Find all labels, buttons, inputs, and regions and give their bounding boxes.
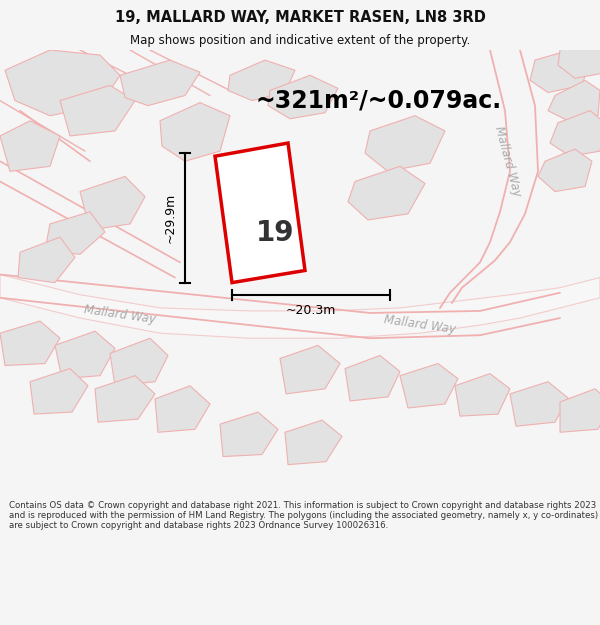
Text: Mallard Way: Mallard Way (383, 314, 457, 337)
Polygon shape (18, 237, 75, 282)
Text: Map shows position and indicative extent of the property.: Map shows position and indicative extent… (130, 34, 470, 47)
Polygon shape (0, 274, 600, 338)
Polygon shape (285, 420, 342, 464)
Polygon shape (45, 212, 105, 254)
Polygon shape (400, 364, 458, 408)
Polygon shape (280, 346, 340, 394)
Polygon shape (155, 386, 210, 432)
Text: ~29.9m: ~29.9m (164, 192, 177, 243)
Polygon shape (550, 111, 600, 156)
Polygon shape (510, 382, 568, 426)
Polygon shape (95, 376, 155, 422)
Polygon shape (455, 374, 510, 416)
Text: ~20.3m: ~20.3m (286, 304, 336, 318)
Polygon shape (348, 166, 425, 220)
Polygon shape (345, 356, 400, 401)
Polygon shape (160, 102, 230, 161)
Polygon shape (30, 369, 88, 414)
Text: 19: 19 (256, 219, 294, 248)
Polygon shape (55, 331, 115, 379)
Polygon shape (365, 116, 445, 171)
Polygon shape (120, 60, 200, 106)
Polygon shape (558, 40, 600, 78)
Polygon shape (220, 412, 278, 457)
Polygon shape (0, 121, 60, 171)
Polygon shape (0, 321, 60, 366)
Polygon shape (560, 389, 600, 432)
Text: Mallard Way: Mallard Way (83, 304, 157, 326)
Polygon shape (5, 50, 120, 116)
Polygon shape (530, 50, 590, 92)
Polygon shape (110, 338, 168, 386)
Polygon shape (228, 60, 295, 101)
Polygon shape (268, 75, 338, 119)
Text: Contains OS data © Crown copyright and database right 2021. This information is : Contains OS data © Crown copyright and d… (9, 501, 598, 531)
Polygon shape (215, 143, 305, 282)
Polygon shape (538, 149, 592, 192)
Polygon shape (60, 86, 135, 136)
Text: Mallard Way: Mallard Way (493, 124, 524, 198)
Polygon shape (548, 81, 600, 121)
Polygon shape (80, 176, 145, 230)
Text: 19, MALLARD WAY, MARKET RASEN, LN8 3RD: 19, MALLARD WAY, MARKET RASEN, LN8 3RD (115, 10, 485, 25)
Text: ~321m²/~0.079ac.: ~321m²/~0.079ac. (255, 89, 501, 112)
